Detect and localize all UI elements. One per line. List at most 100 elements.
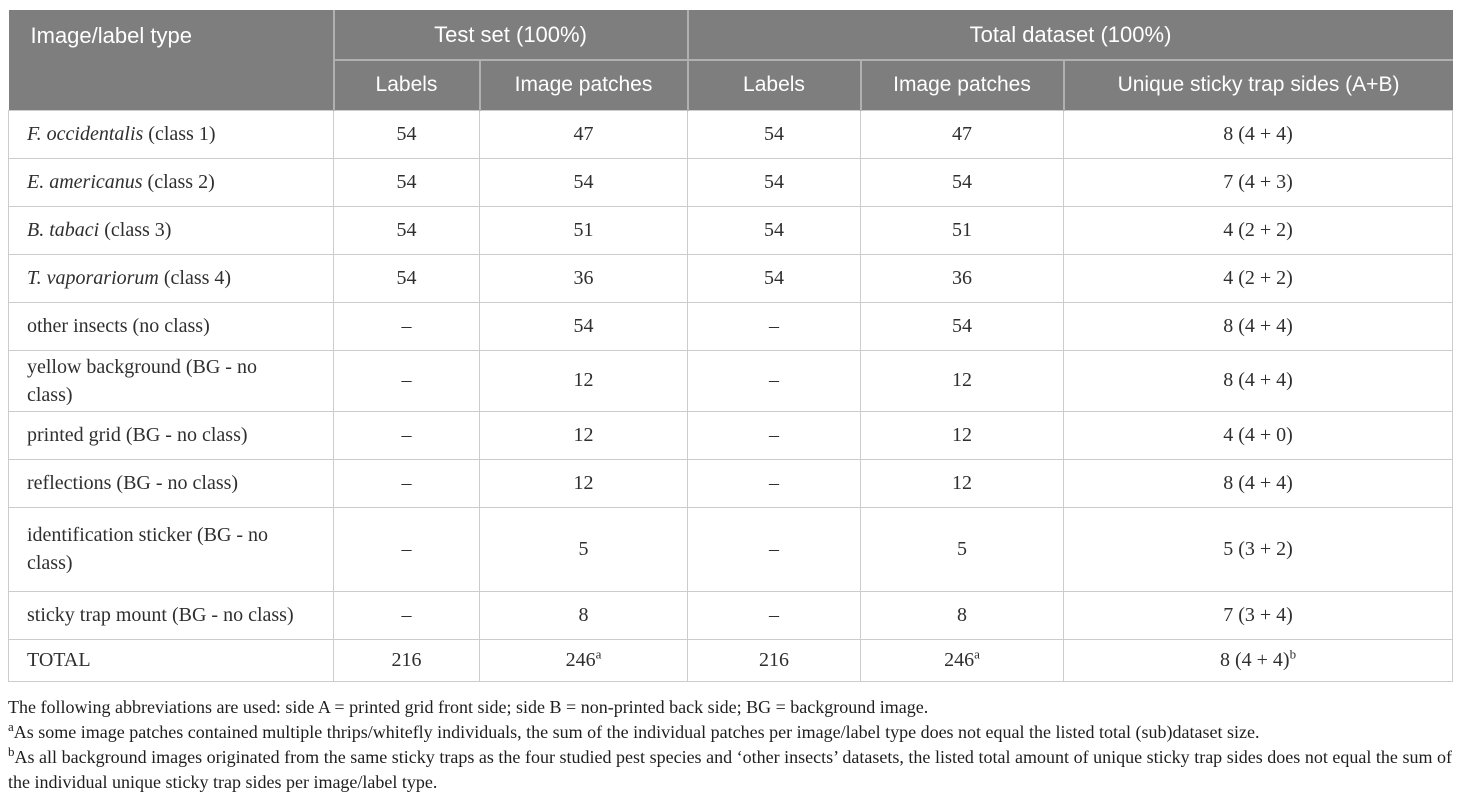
row-label: yellow background (BG - no class) xyxy=(8,349,334,412)
cell: 54 xyxy=(687,157,861,207)
species-name: E. americanus xyxy=(27,171,143,193)
species-name: F. occidentalis xyxy=(27,123,144,145)
table-row: B. tabaci (class 3) 54 51 54 51 4 (2 + 2… xyxy=(8,205,1454,255)
table-row: reflections (BG - no class) – 12 – 12 8 … xyxy=(8,458,1454,508)
cell: 5 xyxy=(479,506,688,592)
column-header-total-image-patches: Image patches xyxy=(859,59,1064,110)
cell: – xyxy=(687,410,861,460)
cell: 12 xyxy=(479,410,688,460)
cell: 47 xyxy=(860,109,1064,159)
footnote-b: bAs all background images originated fro… xyxy=(8,743,1452,792)
table-row: printed grid (BG - no class) – 12 – 12 4… xyxy=(8,410,1454,460)
footnote-a: aAs some image patches contained multipl… xyxy=(8,718,1260,742)
table-row: F. occidentalis (class 1) 54 47 54 47 8 … xyxy=(8,109,1454,159)
footnote-marker-b: b xyxy=(8,743,15,759)
footnote-marker: b xyxy=(1289,645,1297,661)
footnote-marker: a xyxy=(974,645,980,661)
row-label: F. occidentalis (class 1) xyxy=(8,109,334,159)
cell: – xyxy=(687,301,861,351)
cell: 54 xyxy=(687,205,861,255)
row-label: printed grid (BG - no class) xyxy=(8,410,334,460)
table-row: yellow background (BG - no class) – 12 –… xyxy=(8,349,1454,412)
cell: 5 (3 + 2) xyxy=(1062,506,1454,592)
footnote-marker-a: a xyxy=(8,718,14,734)
cell: – xyxy=(333,458,480,508)
row-label: E. americanus (class 2) xyxy=(8,157,334,207)
footnote-abbreviations: The following abbreviations are used: si… xyxy=(8,696,929,717)
row-label: reflections (BG - no class) xyxy=(8,458,334,508)
cell: 8 (4 + 4) xyxy=(1062,109,1454,159)
row-label: T. vaporariorum (class 4) xyxy=(8,253,334,303)
table-header: Image/label type Test set (100%) Total d… xyxy=(8,10,1453,110)
cell: 36 xyxy=(860,253,1064,303)
row-label: TOTAL xyxy=(8,638,334,682)
cell: 47 xyxy=(479,109,688,159)
cell: 36 xyxy=(479,253,688,303)
table-row: sticky trap mount (BG - no class) – 8 – … xyxy=(8,590,1454,640)
cell: – xyxy=(687,506,861,592)
row-label-text: sticky trap mount (BG - no class) xyxy=(27,604,294,626)
cell: 4 (4 + 0) xyxy=(1062,410,1454,460)
cell: – xyxy=(333,301,480,351)
cell: 12 xyxy=(860,458,1064,508)
row-label-text: reflections (BG - no class) xyxy=(27,472,239,494)
cell: 8 (4 + 4) xyxy=(1062,301,1454,351)
cell: 12 xyxy=(479,458,688,508)
cell: 54 xyxy=(333,205,480,255)
cell: – xyxy=(333,410,480,460)
cell: 12 xyxy=(860,349,1064,412)
cell: 54 xyxy=(479,157,688,207)
cell: 7 (3 + 4) xyxy=(1062,590,1454,640)
cell: – xyxy=(333,349,480,412)
row-label-text: (class 4) xyxy=(158,267,232,289)
cell: – xyxy=(333,590,480,640)
column-header-total-labels: Labels xyxy=(686,59,861,110)
footnote-marker: a xyxy=(595,645,602,661)
row-label-text: (class 1) xyxy=(143,123,216,145)
group-header-test-set: Test set (100%) xyxy=(333,10,688,60)
cell: 12 xyxy=(860,410,1064,460)
cell: 8 (4 + 4) xyxy=(1062,458,1454,508)
cell: 216 xyxy=(687,638,861,682)
row-label-text: printed grid (BG - no class) xyxy=(27,424,248,446)
column-header-test-labels: Labels xyxy=(332,59,480,110)
group-header-total-dataset: Total dataset (100%) xyxy=(686,10,1453,60)
cell: 4 (2 + 2) xyxy=(1062,205,1454,255)
header-group-row: Image/label type Test set (100%) Total d… xyxy=(8,10,1453,110)
cell: 54 xyxy=(333,109,480,159)
cell: – xyxy=(687,458,861,508)
cell: 8 (4 + 4)b xyxy=(1062,638,1454,682)
cell: 8 xyxy=(860,590,1064,640)
cell: 216 xyxy=(333,638,480,682)
header-column-row: Labels Image patches Labels Image patche… xyxy=(9,59,1453,110)
cell: 8 xyxy=(479,590,688,640)
row-label-text: other insects (no class) xyxy=(27,315,210,337)
table-body: F. occidentalis (class 1) 54 47 54 47 8 … xyxy=(8,109,1454,682)
row-label: identification sticker (BG - no class) xyxy=(8,506,334,592)
cell: – xyxy=(687,590,861,640)
table-row: T. vaporariorum (class 4) 54 36 54 36 4 … xyxy=(8,253,1454,303)
corner-header-image-label-type: Image/label type xyxy=(8,10,335,110)
cell: 7 (4 + 3) xyxy=(1062,157,1454,207)
cell: 51 xyxy=(479,205,688,255)
footnotes: The following abbreviations are used: si… xyxy=(8,695,1452,795)
row-label: other insects (no class) xyxy=(8,301,334,351)
column-header-test-image-patches: Image patches xyxy=(478,59,688,110)
cell: – xyxy=(333,506,480,592)
row-label: sticky trap mount (BG - no class) xyxy=(8,590,334,640)
cell: 4 (2 + 2) xyxy=(1062,253,1454,303)
table-row: E. americanus (class 2) 54 54 54 54 7 (4… xyxy=(8,157,1454,207)
cell: 54 xyxy=(333,157,480,207)
species-name: B. tabaci xyxy=(27,219,100,241)
cell: 54 xyxy=(687,253,861,303)
row-label-text: TOTAL xyxy=(27,649,91,671)
cell: 54 xyxy=(479,301,688,351)
column-header-unique-sticky-trap-sides: Unique sticky trap sides (A+B) xyxy=(1062,59,1453,110)
cell: 246a xyxy=(860,638,1064,682)
species-name: T. vaporariorum xyxy=(27,267,159,289)
row-label-text: identification sticker (BG - no class) xyxy=(27,524,269,574)
cell: – xyxy=(687,349,861,412)
row-label-text: (class 2) xyxy=(142,171,215,193)
row-label: B. tabaci (class 3) xyxy=(8,205,334,255)
cell: 51 xyxy=(860,205,1064,255)
